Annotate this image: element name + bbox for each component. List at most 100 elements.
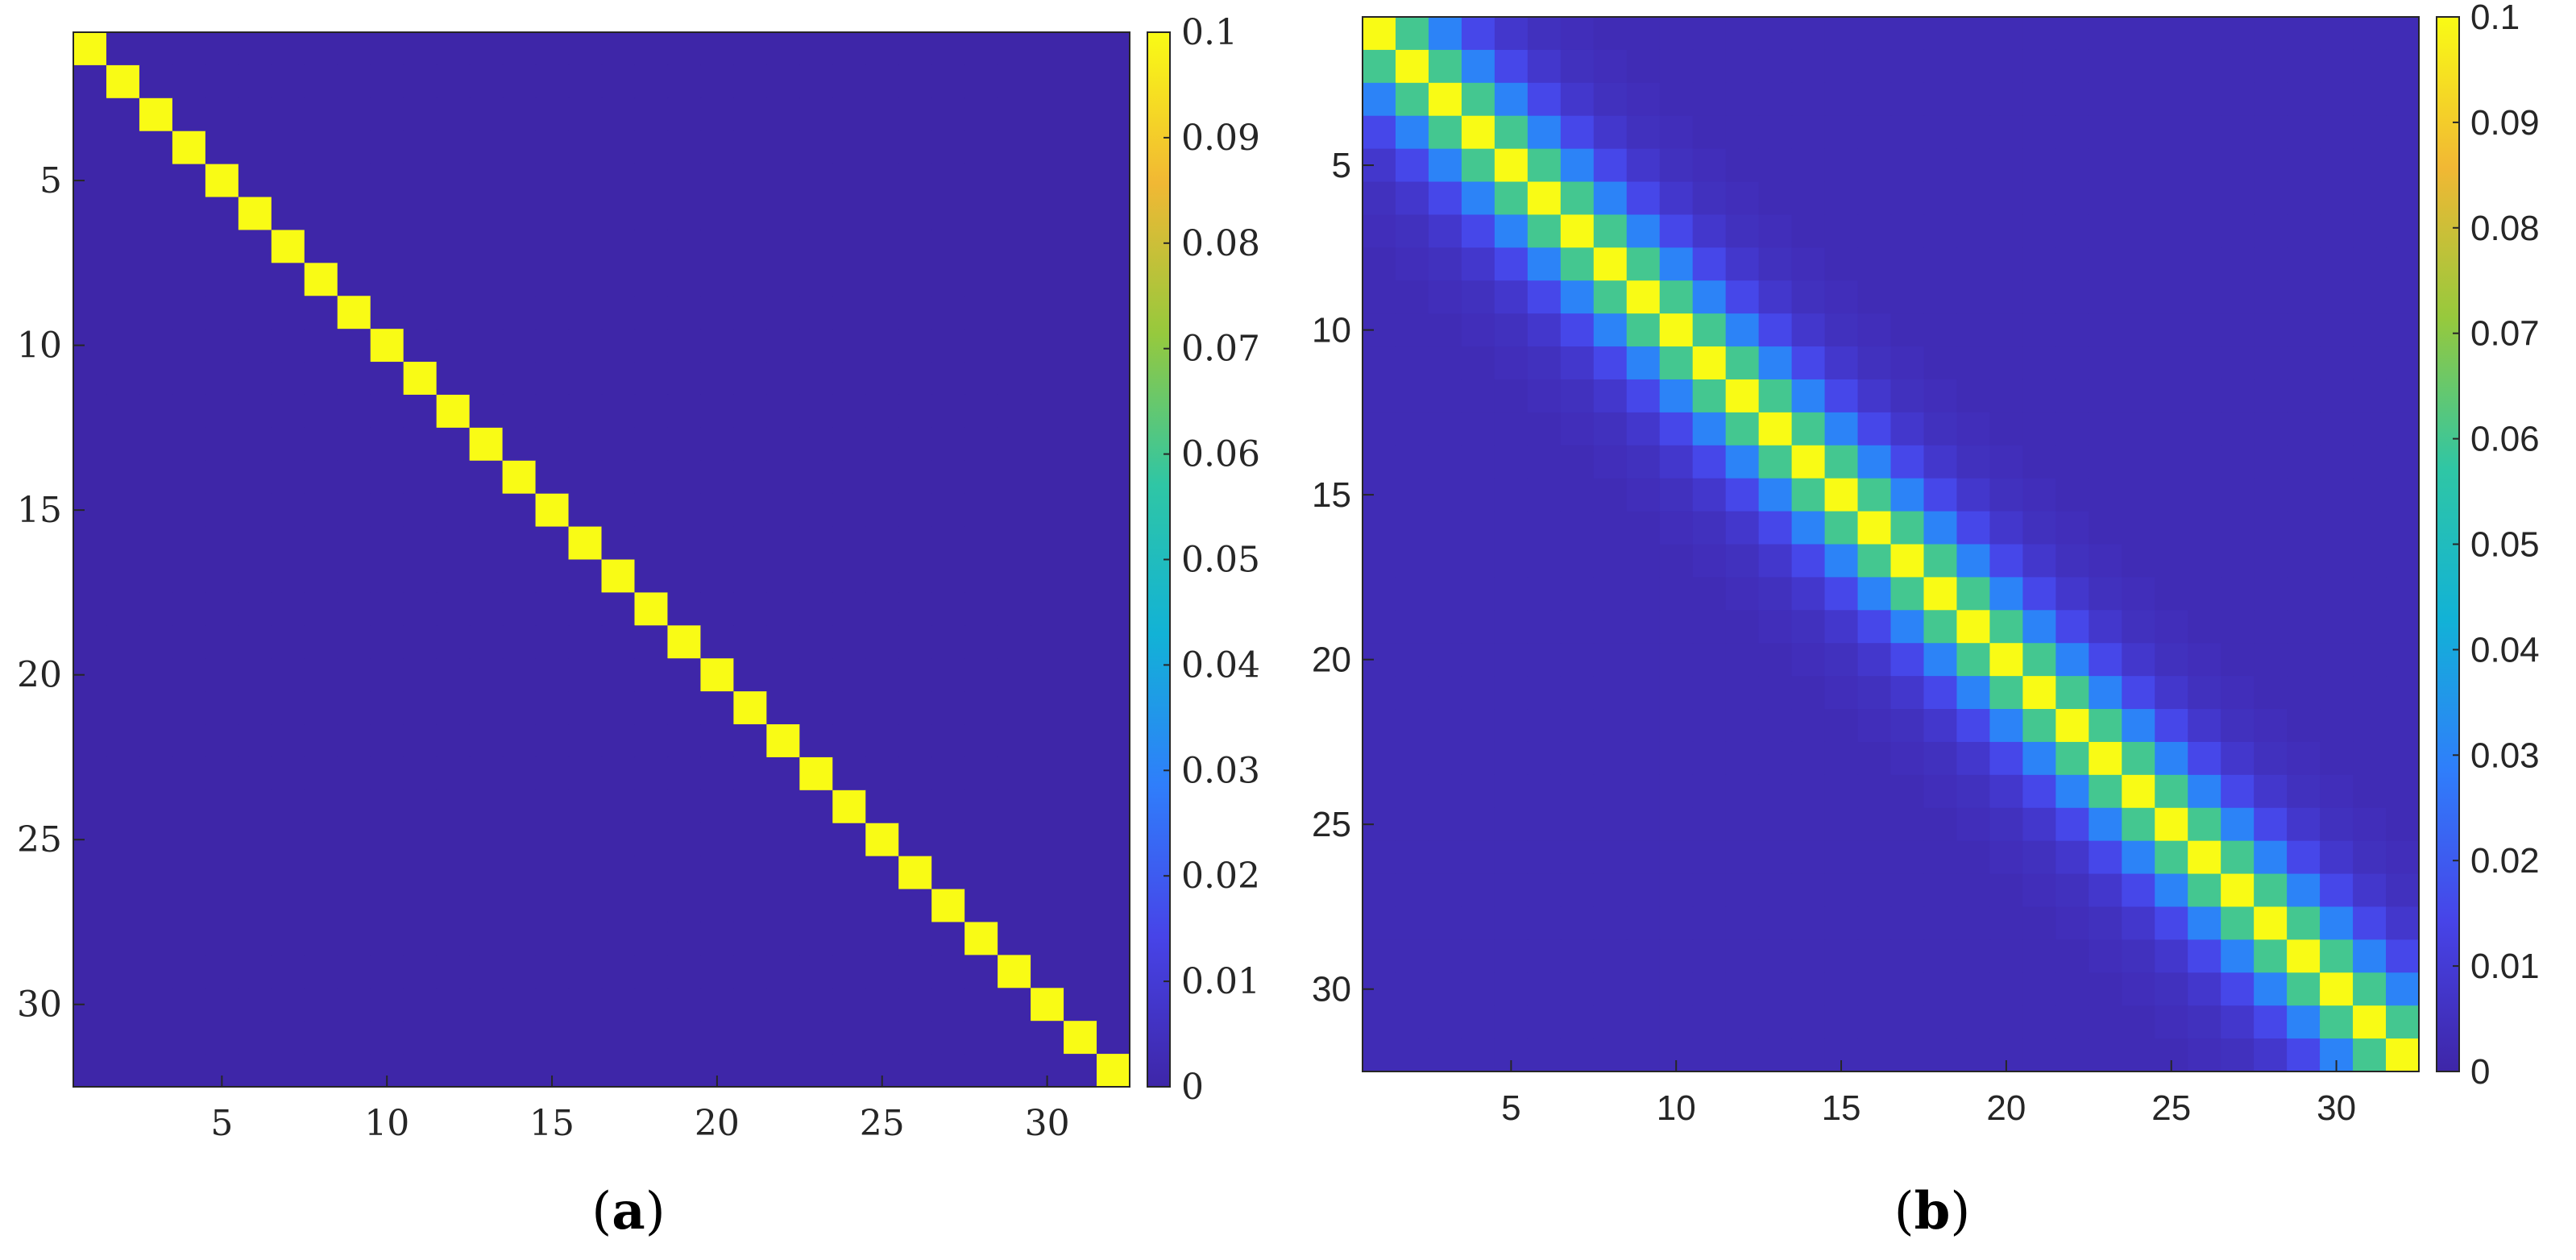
- heatmap-cell: [205, 724, 239, 758]
- heatmap-cell: [2188, 412, 2221, 446]
- heatmap-cell: [964, 856, 998, 890]
- heatmap-cell: [106, 230, 140, 263]
- heatmap-cell: [106, 1054, 140, 1088]
- heatmap-cell: [568, 164, 603, 198]
- heatmap-cell: [469, 131, 504, 165]
- heatmap-cell: [667, 197, 702, 231]
- heatmap-cell: [1031, 493, 1064, 528]
- heatmap-cell: [667, 131, 702, 165]
- heatmap-cell: [1031, 32, 1064, 66]
- heatmap-cell: [535, 329, 570, 363]
- heatmap-cell: [898, 230, 932, 263]
- heatmap-cell: [1890, 643, 1925, 677]
- heatmap-cell: [2386, 280, 2420, 314]
- heatmap-cell: [2221, 181, 2255, 216]
- heatmap-cell: [1659, 17, 1694, 51]
- heatmap-cell: [1956, 577, 1991, 611]
- heatmap-cell: [2320, 214, 2354, 248]
- heatmap-cell: [931, 526, 965, 561]
- heatmap-cell: [766, 362, 800, 396]
- heatmap-cell: [2221, 17, 2255, 51]
- heatmap-cell: [1956, 1038, 1991, 1072]
- heatmap-cell: [1064, 922, 1097, 955]
- heatmap-cell: [403, 131, 438, 165]
- heatmap-cell: [667, 889, 702, 923]
- heatmap-cell: [865, 724, 899, 758]
- heatmap-cell: [700, 394, 734, 429]
- heatmap-cell: [238, 658, 272, 692]
- heatmap-cell: [1857, 280, 1892, 314]
- heatmap-cell: [2287, 115, 2321, 150]
- heatmap-cell: [1395, 280, 1429, 314]
- heatmap-cell: [271, 922, 305, 955]
- heatmap-cell: [2022, 873, 2056, 908]
- heatmap-cell: [172, 493, 206, 528]
- heatmap-cell: [304, 724, 338, 758]
- heatmap-cell: [799, 394, 833, 429]
- heatmap-cell: [2386, 906, 2420, 940]
- heatmap-cell: [1395, 49, 1429, 84]
- heatmap-cell: [832, 823, 866, 857]
- heatmap-cell: [1097, 955, 1130, 989]
- heatmap-cell: [964, 427, 998, 462]
- heatmap-cell: [2254, 478, 2288, 512]
- heatmap-cell: [2089, 478, 2122, 512]
- heatmap-cell: [2386, 709, 2420, 743]
- heatmap-cell: [304, 988, 338, 1022]
- heatmap-cell: [1494, 906, 1529, 940]
- heatmap-cell: [2221, 972, 2255, 1006]
- heatmap-cell: [502, 64, 537, 99]
- heatmap-cell: [2353, 412, 2387, 446]
- heatmap-cell: [601, 197, 636, 231]
- heatmap-cell: [2221, 412, 2255, 446]
- heatmap-cell: [2055, 412, 2089, 446]
- heatmap-cell: [1097, 296, 1130, 330]
- heatmap-cell: [1461, 49, 1495, 84]
- heatmap-cell: [2287, 544, 2321, 578]
- heatmap-cell: [1064, 625, 1097, 659]
- heatmap-cell: [2089, 676, 2122, 710]
- heatmap-cell: [535, 559, 570, 594]
- heatmap-cell: [337, 790, 371, 824]
- axes-frame: [1362, 16, 2420, 1072]
- heatmap-cell: [766, 691, 800, 725]
- heatmap-cell: [2287, 676, 2321, 710]
- heatmap-cell: [2089, 17, 2122, 51]
- heatmap-cell: [898, 625, 932, 659]
- heatmap-cell: [766, 823, 800, 857]
- heatmap-cell: [469, 427, 504, 462]
- heatmap-cell: [898, 988, 932, 1022]
- heatmap-cell: [370, 164, 404, 198]
- heatmap-cell: [205, 230, 239, 263]
- heatmap-cell: [964, 493, 998, 528]
- heatmap-cell: [1923, 741, 1958, 776]
- heatmap-cell: [1461, 478, 1495, 512]
- colorbar-tick-label: 0.08: [2470, 209, 2540, 248]
- heatmap-cell: [1725, 873, 1760, 908]
- heatmap-cell: [964, 329, 998, 363]
- heatmap-cell: [766, 559, 800, 594]
- heatmap-cell: [2188, 181, 2221, 216]
- heatmap-cell: [1363, 676, 1396, 710]
- heatmap-cell: [832, 559, 866, 594]
- heatmap-cell: [1461, 972, 1495, 1006]
- heatmap-cell: [304, 460, 338, 495]
- heatmap-cell: [205, 329, 239, 363]
- heatmap-cell: [1527, 445, 1562, 479]
- heatmap-cell: [2089, 445, 2122, 479]
- heatmap-cell: [1956, 181, 1991, 216]
- heatmap-cell: [2022, 412, 2056, 446]
- heatmap-cell: [1593, 82, 1628, 117]
- heatmap-cell: [1461, 741, 1495, 776]
- heatmap-cell: [304, 164, 338, 198]
- heatmap-cell: [73, 856, 107, 890]
- heatmap-cell: [1494, 807, 1529, 842]
- heatmap-cell: [238, 889, 272, 923]
- heatmap-cell: [502, 32, 537, 66]
- heatmap-cell: [304, 856, 338, 890]
- heatmap-cell: [1923, 972, 1958, 1006]
- heatmap-cell: [799, 955, 833, 989]
- heatmap-cell: [172, 164, 206, 198]
- heatmap-cell: [106, 131, 140, 165]
- heatmap-cell: [2188, 379, 2221, 413]
